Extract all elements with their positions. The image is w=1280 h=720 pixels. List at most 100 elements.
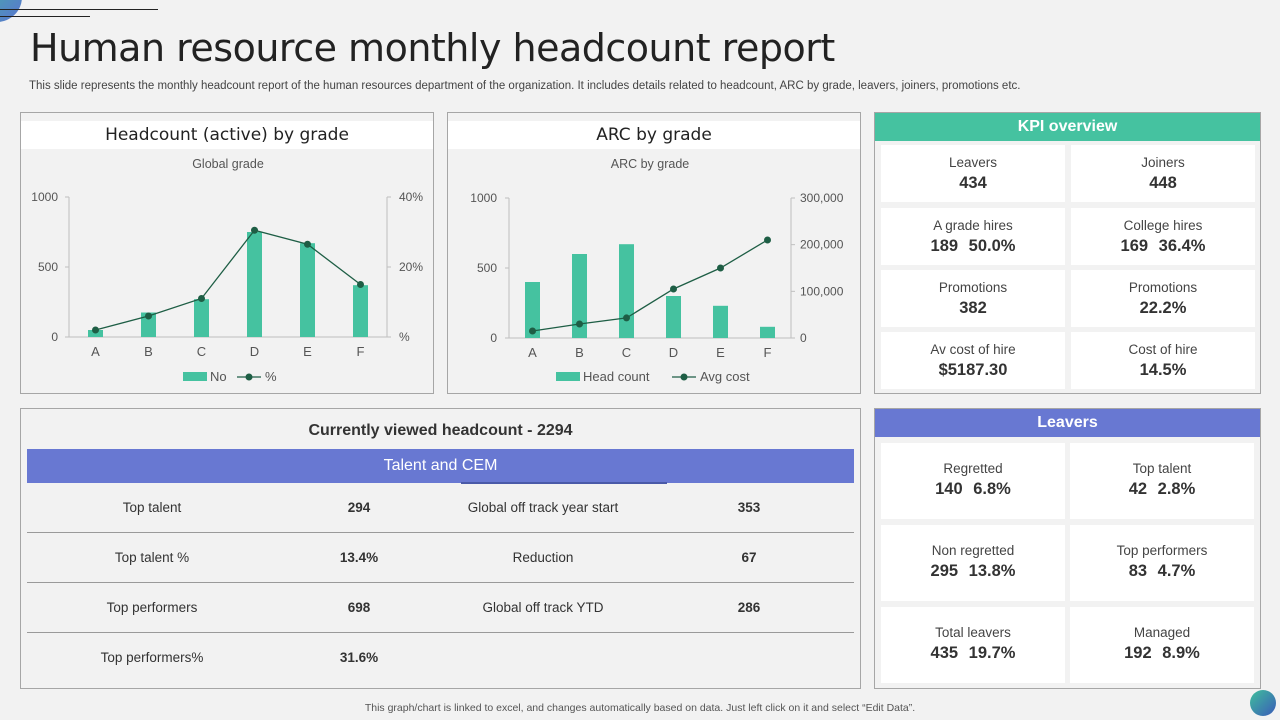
bar (525, 282, 540, 338)
decorative-line (0, 16, 90, 17)
legend-label: No (210, 369, 227, 384)
row-label: Reduction (512, 550, 574, 565)
line-point (576, 320, 583, 328)
right-tick-label: 300,000 (800, 191, 844, 205)
kpi-card: A grade hires 189 50.0% (881, 208, 1065, 265)
bar (300, 243, 315, 337)
kpi-card: College hires 169 36.4% (1071, 208, 1255, 265)
right-tick-label: 0 (800, 331, 807, 345)
line-point (198, 295, 205, 302)
kpi-value: 14.5% (1139, 361, 1187, 379)
left-tick-label: 0 (490, 331, 497, 345)
leavers-card: Regretted 140 6.8% (881, 443, 1065, 519)
left-tick-label: 0 (51, 330, 58, 344)
leavers-label: Non regretted (931, 543, 1015, 558)
left-tick-label: 1000 (31, 190, 58, 204)
leavers-value: 192 8.9% (1124, 644, 1200, 662)
left-tick-label: 500 (38, 260, 58, 274)
chart-canvas: Global grade 0 500 1000% 20% 40% A B C D E F No% (31, 157, 423, 384)
arc-by-grade-chart: ARC by grade ARC by grade 0 500 1000 0 100,00… (447, 112, 861, 394)
page-subtitle: This slide represents the monthly headco… (29, 80, 1021, 92)
row-label: Top talent (122, 500, 182, 515)
category-label: F (357, 344, 365, 359)
bar (194, 299, 209, 337)
right-tick-label: 40% (399, 190, 423, 204)
footnote: This graph/chart is linked to excel, and… (364, 702, 916, 714)
kpi-value: 22.2% (1139, 299, 1187, 317)
kpi-label: Cost of hire (1128, 342, 1198, 357)
category-label: A (91, 344, 100, 359)
chart-subtitle: Global grade (192, 157, 264, 171)
kpi-card: Av cost of hire $5187.30 (881, 332, 1065, 389)
legend-label: Head count (583, 369, 650, 384)
row-value: 698 (347, 600, 371, 615)
category-label: E (303, 344, 312, 359)
kpi-value: $5187.30 (938, 361, 1008, 379)
kpi-card: Promotions 382 (881, 270, 1065, 327)
chart-title: ARC by grade (448, 121, 860, 149)
legend-label: Avg cost (700, 369, 750, 384)
leavers-label: Regretted (943, 461, 1003, 476)
line-point (357, 281, 364, 288)
line-point (529, 327, 536, 335)
leavers-value: 435 19.7% (930, 644, 1016, 662)
decorative-circle (0, 0, 22, 22)
row-value: 13.4% (339, 550, 379, 565)
bar (247, 232, 262, 337)
line-point (623, 314, 630, 322)
kpi-label: Joiners (1141, 155, 1185, 170)
legend-bar-swatch (556, 372, 580, 381)
category-label: B (144, 344, 153, 359)
legend-label: % (265, 369, 277, 384)
row-value: 67 (741, 550, 757, 565)
line-point (764, 236, 771, 244)
kpi-card: Leavers 434 (881, 145, 1065, 202)
leavers-card: Non regretted 295 13.8% (881, 525, 1065, 601)
kpi-label: A grade hires (933, 218, 1013, 233)
headcount-by-grade-chart: Headcount (active) by grade Global grade… (20, 112, 434, 394)
legend-line-marker (245, 373, 253, 381)
headcount-title: Currently viewed headcount - 2294 (308, 422, 573, 439)
talent-cem-band: Talent and CEM (27, 449, 854, 483)
category-label: A (528, 345, 537, 360)
line-point (304, 240, 311, 248)
line-point (670, 285, 677, 293)
leavers-label: Managed (1133, 625, 1191, 640)
leavers-title: Leavers (875, 409, 1260, 437)
bar (619, 244, 634, 338)
category-label: E (716, 345, 725, 360)
line-point (717, 264, 724, 272)
line-point (251, 226, 258, 234)
right-tick-label: 20% (399, 260, 423, 274)
legend-bar-swatch (183, 372, 207, 381)
kpi-label: Leavers (948, 155, 998, 170)
kpi-label: Av cost of hire (930, 342, 1016, 357)
right-tick-label: 100,000 (800, 284, 844, 298)
bar (666, 296, 681, 338)
kpi-value: 382 (959, 299, 987, 317)
row-value: 31.6% (339, 650, 379, 665)
bar (572, 254, 587, 338)
chart-subtitle: ARC by grade (611, 157, 690, 171)
leavers-label: Top performers (1116, 543, 1208, 558)
bar (713, 305, 728, 338)
series-line (532, 239, 768, 332)
kpi-value: 169 36.4% (1120, 237, 1206, 255)
leavers-label: Total leavers (935, 625, 1011, 640)
right-tick-label: 200,000 (800, 238, 844, 252)
row-label: Global off track year start (467, 500, 619, 515)
leavers-value: 42 2.8% (1128, 480, 1196, 498)
leavers-value: 295 13.8% (930, 562, 1016, 580)
leavers-card: Top talent 42 2.8% (1070, 443, 1254, 519)
bar (141, 312, 156, 337)
decorative-circle (1250, 690, 1276, 716)
kpi-label: Promotions (1128, 280, 1198, 295)
row-value: 353 (737, 500, 761, 515)
category-label: D (669, 345, 678, 360)
table-row: Top talent % 13.4% Reduction 67 (27, 533, 854, 583)
leavers-label: Top talent (1132, 461, 1192, 476)
kpi-card: Cost of hire 14.5% (1071, 332, 1255, 389)
chart-canvas: ARC by grade 0 500 1000 0 100,000 200,000 300,0… (470, 157, 844, 384)
row-label: Top talent % (114, 550, 190, 565)
leavers-card: Total leavers 435 19.7% (881, 607, 1065, 683)
